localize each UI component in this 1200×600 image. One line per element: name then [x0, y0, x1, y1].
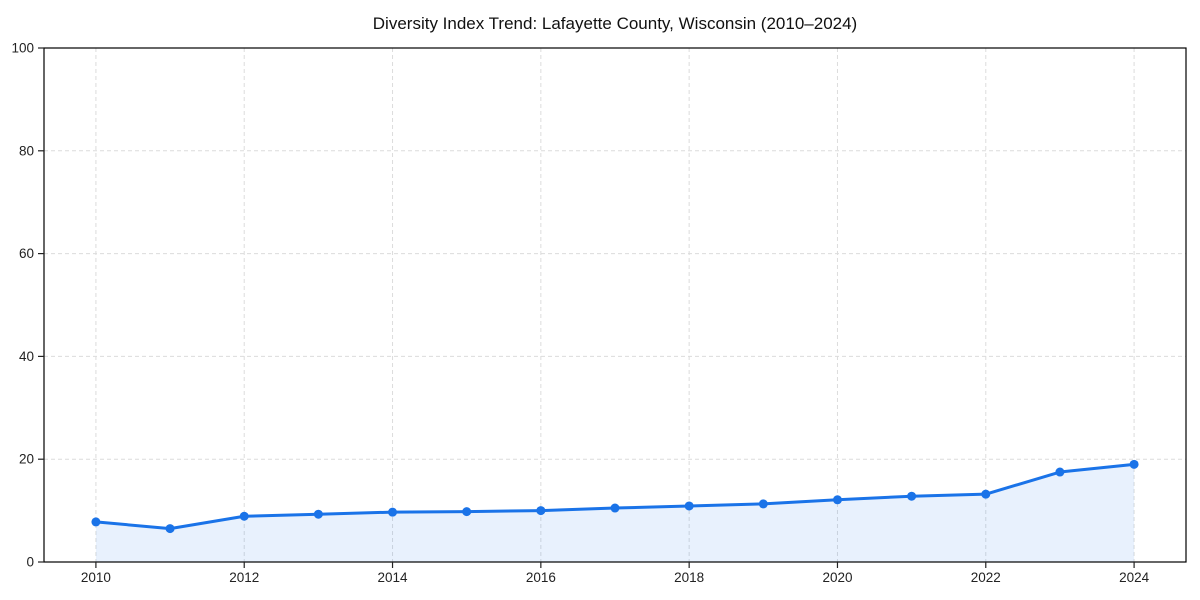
data-point-2019: [758, 499, 768, 509]
data-point-2011: [165, 524, 175, 534]
x-tick-label-2016: 2016: [526, 570, 556, 585]
grid-layer: [44, 48, 1186, 562]
y-tick-label-20: 20: [19, 452, 34, 467]
data-point-2016: [536, 506, 546, 516]
chart-title: Diversity Index Trend: Lafayette County,…: [373, 14, 857, 33]
data-point-2014: [388, 507, 398, 517]
y-tick-label-40: 40: [19, 349, 34, 364]
x-tick-label-2014: 2014: [378, 570, 409, 585]
data-point-2022: [981, 489, 991, 499]
data-point-2017: [610, 503, 620, 513]
plot-border: [43, 47, 1187, 563]
data-point-2010: [91, 517, 101, 527]
y-tick-label-80: 80: [19, 143, 34, 158]
area-fill: [95, 464, 1135, 562]
x-tick-label-2010: 2010: [81, 570, 111, 585]
axis-layer: 2010 2012 2014 2016 2018 2020 2022 2024 0 20 40 60 8…: [11, 41, 1187, 585]
data-point-2021: [907, 491, 917, 501]
x-tick-label-2024: 2024: [1119, 570, 1150, 585]
x-tick-label-2012: 2012: [229, 570, 259, 585]
data-point-2020: [832, 495, 842, 505]
x-tick-label-2022: 2022: [971, 570, 1001, 585]
data-point-2015: [462, 507, 472, 517]
y-tick-label-100: 100: [11, 41, 34, 56]
x-tick-label-2018: 2018: [674, 570, 704, 585]
series-layer: [91, 459, 1139, 562]
data-point-2013: [313, 509, 323, 519]
data-point-2023: [1055, 467, 1065, 477]
data-point-2018: [684, 501, 694, 511]
y-tick-label-60: 60: [19, 246, 34, 261]
data-point-2012: [239, 511, 249, 521]
data-point-2024: [1129, 459, 1139, 469]
x-tick-label-2020: 2020: [822, 570, 852, 585]
y-tick-label-0: 0: [26, 555, 34, 570]
